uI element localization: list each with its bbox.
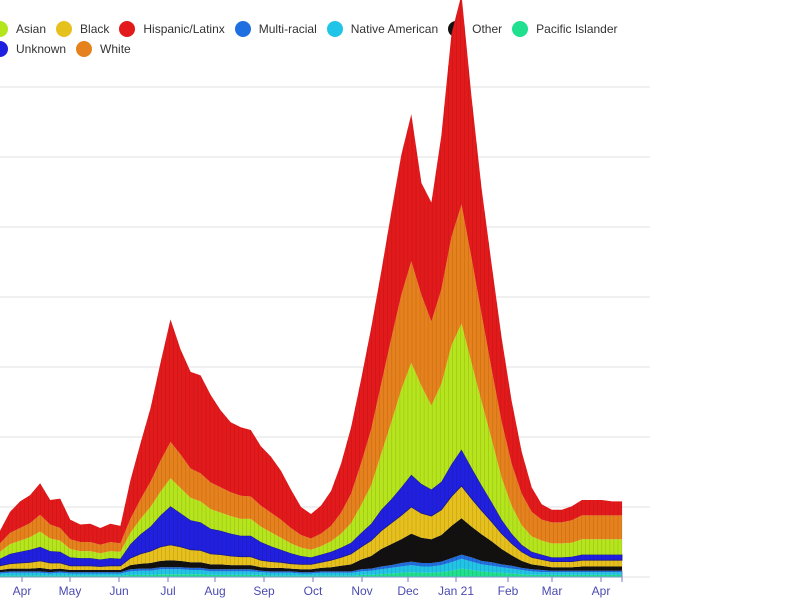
legend-swatch-pacific — [512, 21, 529, 37]
legend-label-white: White — [100, 42, 131, 56]
legend-item-native[interactable]: Native American — [326, 19, 439, 39]
legend-swatch-asian — [0, 21, 8, 37]
legend-label-native: Native American — [350, 22, 439, 36]
x-tick-label: May — [59, 584, 82, 598]
legend-swatch-native — [326, 21, 343, 37]
legend-label-hispanic: Hispanic/Latinx — [143, 22, 225, 36]
x-tick-label: Oct — [304, 584, 323, 598]
bar-texture — [0, 0, 623, 577]
legend-row-1: Asian Black Hispanic/Latinx Multi-racial… — [0, 19, 640, 39]
legend-item-white[interactable]: White — [76, 39, 131, 59]
legend-label-multiracial: Multi-racial — [258, 22, 317, 36]
area-white — [0, 204, 622, 554]
x-tick-label: Apr — [592, 584, 611, 598]
x-axis: Apr May Jun Jul Aug Sep Oct Nov Dec Jan 21 Feb Mar A… — [0, 571, 623, 598]
area-asian — [0, 323, 622, 560]
x-tick-label: Dec — [397, 584, 418, 598]
area-native — [0, 558, 622, 576]
legend-label-black: Black — [80, 22, 110, 36]
x-tick-label: Jul — [160, 584, 175, 598]
legend-item-unknown[interactable]: Unknown — [0, 39, 66, 59]
legend-item-multiracial[interactable]: Multi-racial — [234, 19, 317, 39]
legend-swatch-black — [56, 21, 73, 37]
x-tick-label: Jan 21 — [438, 584, 474, 598]
chart-legend: Asian Black Hispanic/Latinx Multi-racial… — [0, 19, 640, 59]
series-areas — [0, 0, 623, 577]
x-tick-label: Aug — [204, 584, 225, 598]
legend-label-pacific: Pacific Islander — [536, 22, 618, 36]
legend-label-other: Other — [472, 22, 503, 36]
x-tick-label: Sep — [253, 584, 275, 598]
area-other — [0, 518, 622, 573]
legend-item-hispanic[interactable]: Hispanic/Latinx — [119, 19, 225, 39]
legend-item-black[interactable]: Black — [56, 19, 109, 39]
x-tick-label: Nov — [351, 584, 372, 598]
legend-row-2: Unknown White — [0, 39, 640, 59]
area-multiracial — [0, 554, 622, 574]
legend-swatch-unknown — [0, 41, 8, 57]
x-tick-label: Apr — [13, 584, 32, 598]
x-tick-label: Mar — [542, 584, 563, 598]
legend-swatch-multiracial — [234, 21, 251, 37]
legend-swatch-white — [76, 41, 93, 57]
legend-item-pacific[interactable]: Pacific Islander — [512, 19, 618, 39]
legend-swatch-hispanic — [119, 21, 136, 37]
legend-item-asian[interactable]: Asian — [0, 19, 46, 39]
legend-label-unknown: Unknown — [16, 42, 67, 56]
legend-label-asian: Asian — [16, 22, 47, 36]
area-pacific — [0, 568, 622, 577]
x-tick-label: Jun — [109, 584, 128, 598]
x-tick-label: Feb — [498, 584, 519, 598]
area-hispanic — [0, 0, 622, 545]
